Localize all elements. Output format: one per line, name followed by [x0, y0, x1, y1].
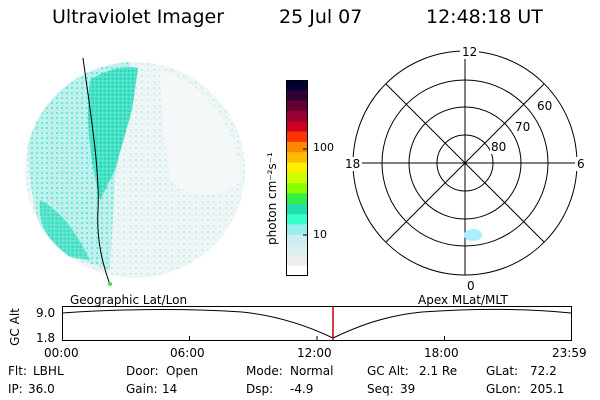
colorbar-stripe [286, 162, 308, 174]
status-door-key: Door: [126, 364, 159, 378]
timeline-tick-1800: 18:00 [424, 346, 459, 360]
lat-label-60: 60 [536, 99, 554, 113]
colorbar-stripe [286, 245, 308, 256]
colorbar-stripe [286, 80, 308, 91]
status-seq-val: 39 [400, 382, 416, 396]
colorbar-stripe [286, 203, 308, 215]
status-mode-key: Mode: [246, 364, 283, 378]
timeline-plot [61, 306, 572, 346]
time-label: 12:48:18 UT [426, 6, 543, 28]
status-glat-val: 72.2 [530, 364, 557, 378]
timeline-right-title: Apex MLat/MLT [418, 293, 508, 307]
colorbar-stripe [286, 224, 308, 236]
status-ip-key: IP: [8, 382, 23, 396]
mlt-label-6: 6 [575, 157, 587, 171]
colorbar-tick-100: 100 [313, 141, 334, 154]
status-glon-key: GLon: [486, 382, 521, 396]
colorbar-units-label: photon cm⁻²s⁻¹ [265, 152, 279, 245]
colorbar-stripe [286, 193, 308, 205]
mlt-label-12: 12 [460, 45, 480, 59]
colorbar [286, 80, 308, 280]
status-dsp-val: -4.9 [290, 382, 314, 396]
colorbar-stripe [286, 100, 308, 112]
colorbar-stripe [286, 131, 308, 143]
colorbar-stripe [286, 183, 308, 194]
timeline-tick-0000: 00:00 [44, 346, 79, 360]
timeline-tick-0600: 06:00 [170, 346, 205, 360]
timeline-tick-1200: 12:00 [297, 346, 332, 360]
status-ip-val: 36.0 [28, 382, 55, 396]
status-glat-key: GLat: [486, 364, 519, 378]
colorbar-stripe [286, 152, 308, 164]
status-gcalt-val: 2.1 Re [419, 364, 458, 378]
colorbar-tick-10: 10 [313, 228, 327, 241]
status-dsp-key: Dsp: [246, 382, 274, 396]
colorbar-stripe [286, 265, 308, 277]
status-flt-key: Flt: [8, 364, 27, 378]
mlt-label-18: 18 [343, 157, 363, 171]
lat-label-80: 80 [490, 140, 508, 154]
colorbar-stripe [286, 255, 308, 267]
bright-spot [108, 282, 112, 286]
colorbar-stripe [286, 110, 308, 122]
colorbar-stripe [286, 214, 308, 225]
mlt-label-0: 0 [465, 279, 477, 293]
instrument-title: Ultraviolet Imager [52, 6, 225, 28]
colorbar-stripe [286, 234, 308, 246]
lat-label-70: 70 [514, 120, 532, 134]
status-flt-val: LBHL [33, 364, 64, 378]
altitude-curve [61, 308, 572, 339]
status-door-val: Open [166, 364, 199, 378]
terminator-line [82, 57, 111, 286]
timeline-tick-2359: 23:59 [552, 346, 587, 360]
polar-plot [340, 45, 590, 295]
timeline-ylabel: GC Alt [7, 308, 22, 346]
timeline-ymax: 9.0 [36, 306, 56, 320]
status-gain-val: 14 [162, 382, 178, 396]
colorbar-stripe [286, 121, 308, 133]
status-seq-key: Seq: [367, 382, 394, 396]
polar-emission-blob [464, 229, 482, 241]
date-label: 25 Jul 07 [279, 6, 363, 28]
status-mode-val: Normal [290, 364, 334, 378]
globe-image-panel [20, 50, 250, 290]
status-gcalt-key: GC Alt: [367, 364, 409, 378]
globe-disk [25, 62, 245, 278]
colorbar-stripe [286, 172, 308, 184]
colorbar-stripe [286, 141, 308, 153]
status-gain-key: Gain: [126, 382, 158, 396]
status-glon-val: 205.1 [530, 382, 565, 396]
timeline-left-title: Geographic Lat/Lon [70, 293, 188, 307]
colorbar-stripe [286, 90, 308, 102]
timeline-ymin: 1.8 [36, 331, 56, 345]
